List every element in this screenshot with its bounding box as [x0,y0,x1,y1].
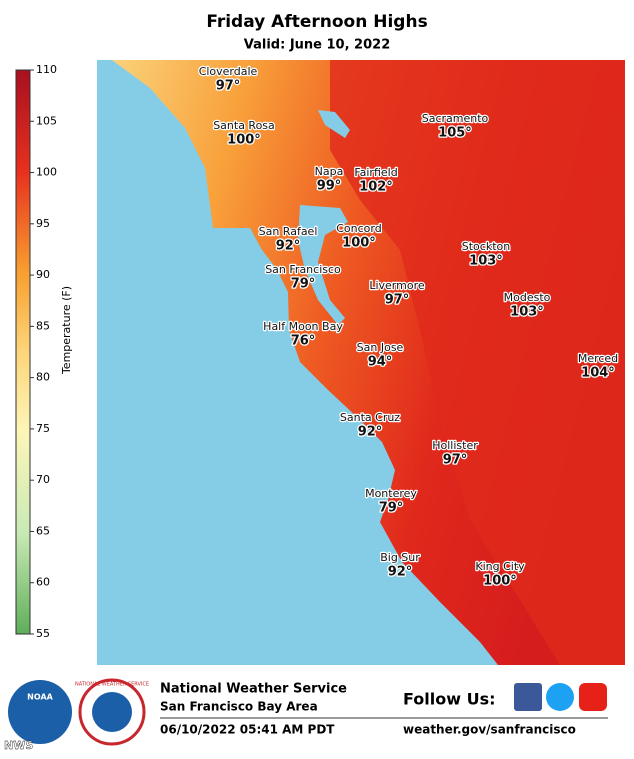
city-name: Stockton [462,240,510,253]
city-name: Hollister [432,439,478,452]
colorbar-tick-label: 75 [36,422,50,435]
city-name: San Francisco [265,263,341,276]
city-temp: 103° [510,305,544,320]
follow: Follow Us: [403,690,496,709]
city-name: Fairfield [354,166,397,179]
subtitle: Valid: June 10, 2022 [244,38,391,53]
colorbar-tick-label: 60 [36,576,50,589]
city-temp: 76° [291,334,316,349]
city-temp: 92° [358,425,383,440]
nws-logo-inner [92,692,132,732]
facebook-icon[interactable] [514,683,542,711]
city-name: San Rafael [259,225,318,238]
city-name: Sacramento [422,112,489,125]
city-temp: 99° [317,179,342,194]
agency: National Weather Service [160,682,347,697]
url[interactable]: weather.gov/sanfrancisco [403,723,576,737]
noaa-logo [8,680,72,744]
city-temp: 104° [581,366,615,381]
colorbar-tick-label: 95 [36,217,50,230]
youtube-icon[interactable] [579,683,607,711]
colorbar-tick-label: 70 [36,473,50,486]
colorbar-tick-label: 65 [36,524,50,537]
city-name: Livermore [369,279,425,292]
city-name: Half Moon Bay [263,320,343,333]
colorbar-tick-label: 100 [36,166,57,179]
colorbar-tick-label: 105 [36,114,57,127]
watermark: NWS [4,739,33,752]
city-temp: 100° [342,236,376,251]
city-temp: 102° [359,180,393,195]
lake [318,110,350,138]
city-name: San Jose [357,341,404,354]
city-temp: 97° [385,293,410,308]
logos: NOAA NATIONAL WEATHER SERVICE [8,678,149,746]
colorbar-tick-label: 80 [36,371,50,384]
city-name: Concord [336,222,381,235]
bay [298,205,348,325]
city-name: Big Sur [380,551,420,564]
nws-ring-text: NATIONAL WEATHER SERVICE [75,682,149,688]
city-temp: 97° [216,79,241,94]
colorbar [15,69,31,635]
city-temp: 97° [443,453,468,468]
city-temp: 79° [291,277,316,292]
city-temp: 94° [368,355,393,370]
city-name: Napa [315,165,344,178]
city-temp: 105° [438,126,472,141]
title: Friday Afternoon Highs [206,12,427,32]
city-temp: 100° [483,574,517,589]
city-name: Merced [578,352,618,365]
city-name: Santa Rosa [213,119,275,132]
colorbar-tick-label: 90 [36,268,50,281]
city-temp: 92° [388,565,413,580]
city-name: Modesto [504,291,551,304]
colorbar-tick-label: 55 [36,627,50,640]
city-name: King City [475,560,525,573]
city-name: Monterey [365,487,417,500]
city-temp: 79° [379,501,404,516]
city-temp: 103° [469,254,503,269]
city-temp: 100° [227,133,261,148]
city-name: Santa Cruz [340,411,400,424]
issued: 06/10/2022 05:41 AM PDT [160,723,335,737]
office: San Francisco Bay Area [160,700,318,714]
hot-region [330,60,625,665]
colorbar-tick-label: 110 [36,63,57,76]
twitter-icon[interactable] [546,683,574,711]
city-name: Cloverdale [199,65,258,78]
city-temp: 92° [276,239,301,254]
colorbar-label: Temperature (F) [60,286,73,375]
noaa-text: NOAA [27,693,53,702]
colorbar-tick-label: 85 [36,319,50,332]
